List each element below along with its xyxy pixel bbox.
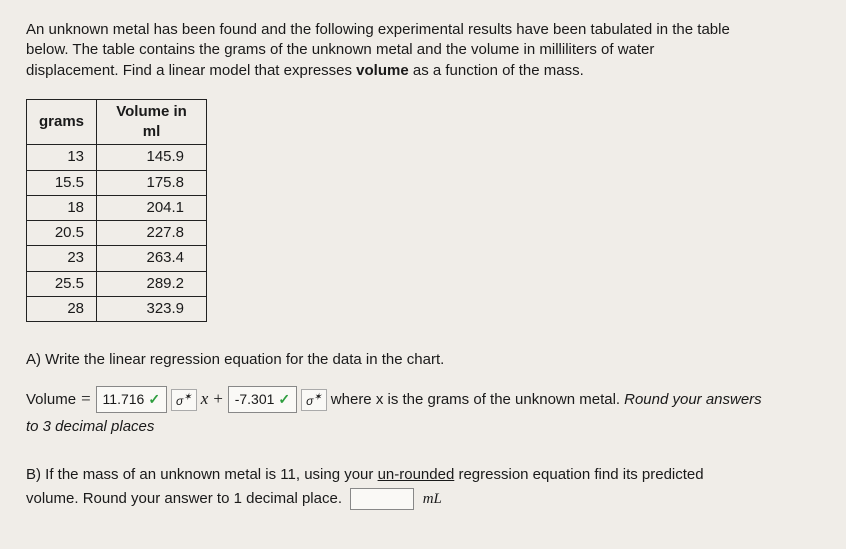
cell-volume: 175.8 — [97, 170, 207, 195]
intro-line3a: displacement. Find a linear model that e… — [26, 62, 356, 79]
cell-grams: 23 — [27, 246, 97, 271]
part-b: B) If the mass of an unknown metal is 11… — [26, 463, 820, 511]
slope-input[interactable]: 11.716 ✓ — [96, 386, 168, 413]
equals-sign: = — [80, 388, 91, 411]
check-icon: ✓ — [148, 390, 160, 409]
intro-line3b: as a function of the mass. — [409, 62, 584, 79]
cell-grams: 28 — [27, 296, 97, 321]
equation-line: Volume = 11.716 ✓ σ✶ x + -7.301 ✓ σ✶ whe… — [26, 386, 820, 413]
cell-volume: 263.4 — [97, 246, 207, 271]
table-row: 15.5175.8 — [27, 170, 207, 195]
round-note-1: Round your answers — [624, 390, 762, 410]
cell-grams: 20.5 — [27, 221, 97, 246]
tail-text: where x is the grams of the unknown meta… — [331, 390, 620, 410]
cell-volume: 204.1 — [97, 195, 207, 220]
table-row: 23263.4 — [27, 246, 207, 271]
data-table: grams Volume in ml 13145.9 15.5175.8 182… — [26, 99, 207, 322]
header-volume: Volume in ml — [97, 99, 207, 145]
table-row: 13145.9 — [27, 145, 207, 170]
volume-answer-input[interactable] — [350, 488, 414, 510]
cell-volume: 289.2 — [97, 271, 207, 296]
unit-label: mL — [423, 491, 442, 507]
slope-value: 11.716 — [103, 390, 145, 409]
header-grams: grams — [27, 99, 97, 145]
unrounded-word: un-rounded — [378, 466, 455, 483]
sigma-icon[interactable]: σ✶ — [301, 389, 327, 411]
table-header-row: grams Volume in ml — [27, 99, 207, 145]
partb-line2: volume. Round your answer to 1 decimal p… — [26, 490, 342, 507]
table-row: 18204.1 — [27, 195, 207, 220]
partb-line1b: regression equation find its predicted — [454, 466, 703, 483]
check-icon: ✓ — [278, 390, 290, 409]
cell-volume: 323.9 — [97, 296, 207, 321]
problem-statement: An unknown metal has been found and the … — [26, 20, 820, 81]
intercept-input[interactable]: -7.301 ✓ — [228, 386, 297, 413]
cell-grams: 13 — [27, 145, 97, 170]
intercept-value: -7.301 — [235, 390, 275, 409]
cell-volume: 145.9 — [97, 145, 207, 170]
cell-grams: 25.5 — [27, 271, 97, 296]
sigma-icon[interactable]: σ✶ — [171, 389, 197, 411]
plus-sign: + — [212, 388, 223, 411]
table-row: 20.5227.8 — [27, 221, 207, 246]
partb-line1a: B) If the mass of an unknown metal is 11… — [26, 466, 378, 483]
x-variable: x — [201, 388, 209, 411]
part-a-question: A) Write the linear regression equation … — [26, 350, 820, 370]
cell-grams: 15.5 — [27, 170, 97, 195]
round-note-2: to 3 decimal places — [26, 417, 820, 437]
table-row: 28323.9 — [27, 296, 207, 321]
intro-line2: below. The table contains the grams of t… — [26, 41, 654, 58]
intro-line1: An unknown metal has been found and the … — [26, 21, 730, 38]
table-row: 25.5289.2 — [27, 271, 207, 296]
cell-volume: 227.8 — [97, 221, 207, 246]
volume-label: Volume — [26, 390, 76, 410]
volume-word: volume — [356, 62, 409, 79]
cell-grams: 18 — [27, 195, 97, 220]
